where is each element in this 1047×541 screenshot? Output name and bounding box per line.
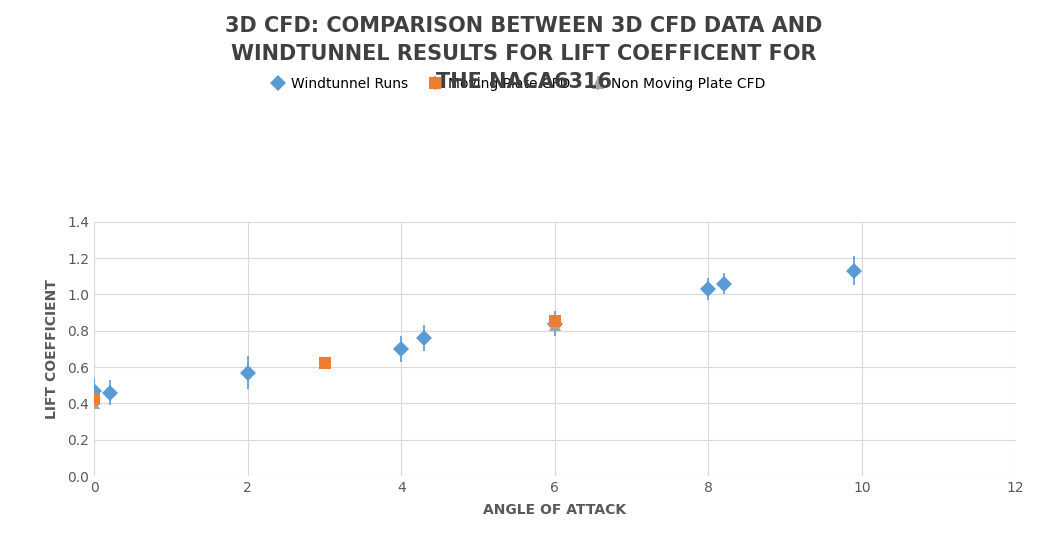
Legend: Windtunnel Runs, Moving Plate CFD, Non Moving Plate CFD: Windtunnel Runs, Moving Plate CFD, Non M…: [266, 71, 771, 96]
Text: 3D CFD: COMPARISON BETWEEN 3D CFD DATA AND
WINDTUNNEL RESULTS FOR LIFT COEFFICEN: 3D CFD: COMPARISON BETWEEN 3D CFD DATA A…: [225, 16, 822, 92]
X-axis label: ANGLE OF ATTACK: ANGLE OF ATTACK: [484, 503, 626, 517]
Y-axis label: LIFT COEFFICIENT: LIFT COEFFICIENT: [45, 279, 59, 419]
